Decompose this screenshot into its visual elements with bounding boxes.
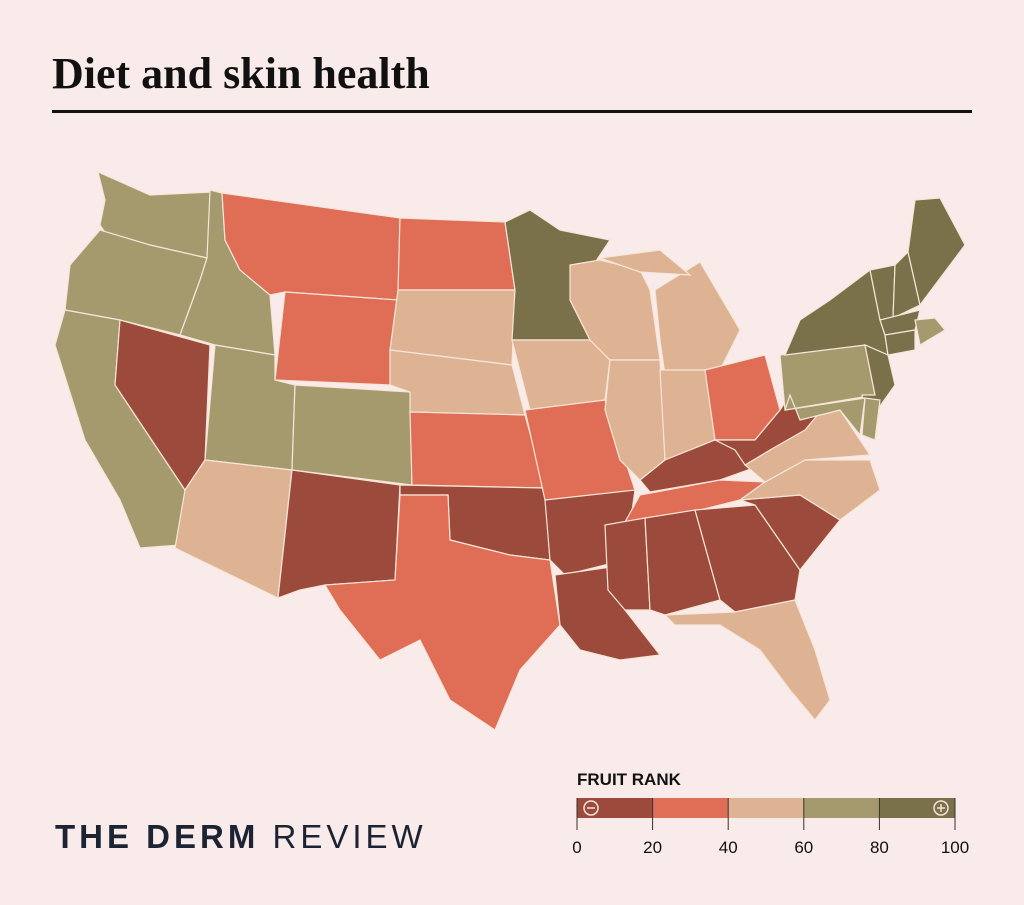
page-title: Diet and skin health [52,49,430,98]
us-choropleth-map [54,170,966,731]
state-nm [277,469,401,599]
state-nd [397,217,516,291]
legend-bin-2 [728,798,804,818]
state-ct [884,329,916,356]
legend-title: FRUIT RANK [577,770,681,789]
legend-tick-label: 0 [572,838,581,857]
state-de [861,397,881,441]
logo: THE DERM REVIEW [55,818,427,856]
state-az [174,459,293,599]
state-me [907,197,966,307]
plus-circle-icon [933,800,949,816]
state-ia [511,339,611,411]
state-tx [323,494,561,731]
legend-bin-3 [803,798,880,818]
state-co [291,384,413,486]
state-ks [409,411,546,489]
legend-tick-label: 60 [794,838,813,857]
state-fl [663,599,831,721]
state-ri [914,317,946,346]
logo-part1: THE DERM [55,818,260,855]
state-ms [604,517,651,611]
legend-tick-label: 40 [719,838,738,857]
legend-tick-label: 20 [643,838,662,857]
legend-tick-label: 80 [870,838,889,857]
legend-tick-label: 100 [941,838,969,857]
minus-circle-icon [583,800,599,816]
legend-bin-1 [652,798,729,818]
state-wy [274,291,399,386]
state-mi [599,249,692,276]
title-divider [52,110,972,113]
state-mi [654,261,741,376]
state-al [644,509,721,616]
legend-scale: 0 20 40 60 80 100 [572,798,969,857]
logo-part2: REVIEW [272,818,427,855]
